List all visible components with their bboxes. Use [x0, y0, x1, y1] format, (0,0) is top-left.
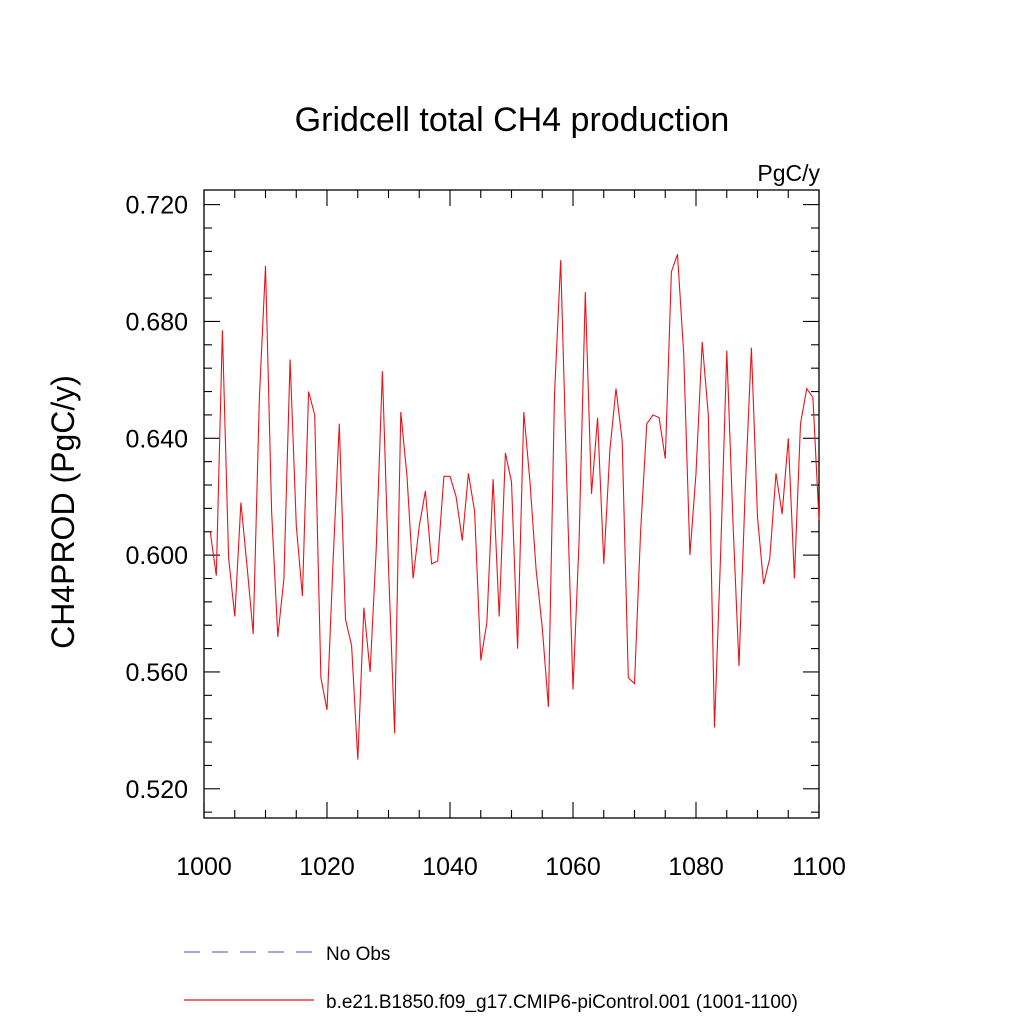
- y-tick-label: 0.560: [125, 659, 188, 687]
- y-tick-label: 0.720: [125, 192, 188, 220]
- plot-axes: 0.520 0.560 0.600 0.640 0.680 0.720 1000 1020 10…: [125, 189, 846, 881]
- units-label: PgC/y: [757, 160, 820, 186]
- chart-title: Gridcell total CH4 production: [295, 101, 730, 139]
- y-tick-label: 0.600: [125, 542, 188, 570]
- y-tick-label: 0.680: [125, 308, 188, 336]
- legend: No Obs b.e21.B1850.f09_g17.CMIP6-piContro…: [184, 944, 798, 1013]
- y-tick-label: 0.640: [125, 425, 188, 453]
- x-tick-label: 1000: [176, 853, 232, 881]
- legend-label: b.e21.B1850.f09_g17.CMIP6-piControl.001 …: [326, 992, 798, 1013]
- legend-label: No Obs: [326, 944, 390, 965]
- x-tick-label: 1100: [792, 853, 846, 881]
- y-tick-label: 0.520: [125, 776, 188, 804]
- x-tick-label: 1040: [422, 853, 478, 881]
- x-tick-label: 1080: [668, 853, 724, 881]
- y-axis-label: CH4PROD (PgC/y): [45, 375, 81, 649]
- series-line: [209, 254, 820, 760]
- x-tick-label: 1060: [545, 853, 601, 881]
- x-tick-label: 1020: [299, 853, 355, 881]
- series-layer: [209, 254, 820, 760]
- plot-frame: [203, 189, 820, 819]
